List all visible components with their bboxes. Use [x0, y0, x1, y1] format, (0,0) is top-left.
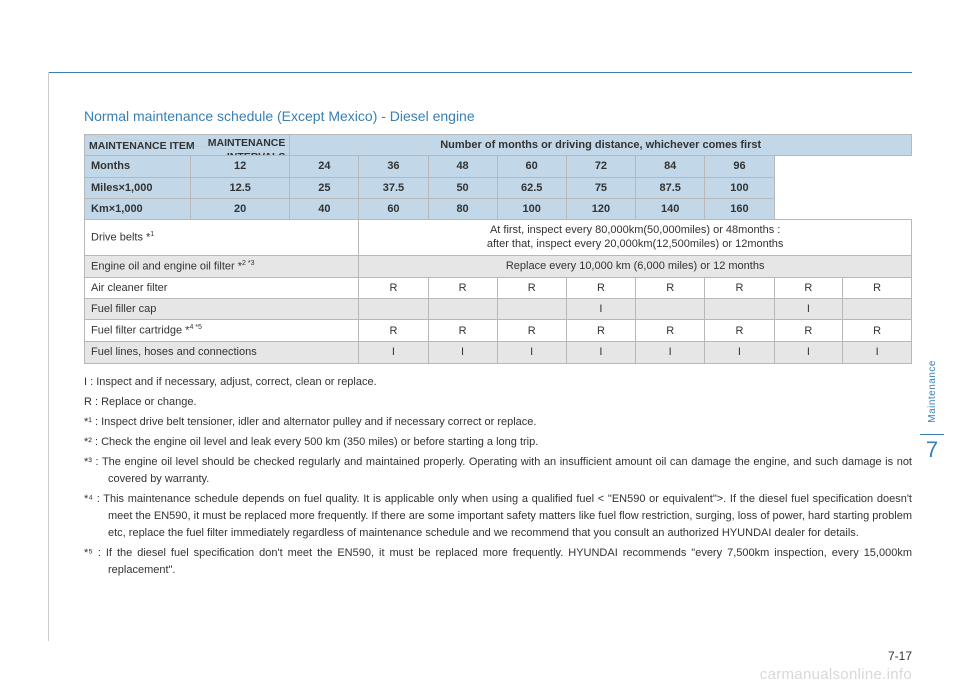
maintenance-item-label: Engine oil and engine oil filter *2 *3 [85, 255, 359, 277]
header-cell: 40 [290, 198, 359, 219]
maintenance-value-cell: I [497, 342, 566, 363]
header-cell: 96 [705, 156, 774, 177]
header-cell: 72 [566, 156, 635, 177]
axis-bottom-label: MAINTENANCE ITEM [89, 140, 195, 154]
header-cell: 48 [428, 156, 497, 177]
maintenance-value-cell: I [566, 342, 635, 363]
footnote-4: *⁴ : This maintenance schedule depends o… [84, 491, 912, 542]
maintenance-value-cell: I [428, 342, 497, 363]
header-cell: 100 [497, 198, 566, 219]
side-chapter-label: Maintenance [927, 360, 938, 423]
maintenance-value-cell: R [774, 320, 843, 342]
maintenance-value-cell: R [774, 277, 843, 298]
header-cell: 100 [705, 177, 774, 198]
side-chapter-number: 7 [920, 434, 944, 463]
header-cell: 160 [705, 198, 774, 219]
note-i: I : Inspect and if necessary, adjust, co… [84, 374, 912, 391]
maintenance-value-cell: R [428, 320, 497, 342]
maintenance-value-cell: R [566, 277, 635, 298]
maintenance-value-cell: I [359, 342, 428, 363]
note-r: R : Replace or change. [84, 394, 912, 411]
header-row-label: Km×1,000 [85, 198, 191, 219]
footnote-3: *³ : The engine oil level should be chec… [84, 454, 912, 488]
maintenance-value-cell: I [774, 342, 843, 363]
header-cell: 62.5 [497, 177, 566, 198]
header-cell: 120 [566, 198, 635, 219]
maintenance-value-cell: R [636, 277, 705, 298]
header-cell: 60 [359, 198, 428, 219]
header-row-label: Miles×1,000 [85, 177, 191, 198]
maintenance-item-label: Fuel filler cap [85, 299, 359, 320]
maintenance-value-cell: R [497, 277, 566, 298]
header-cell: 36 [359, 156, 428, 177]
maintenance-value-cell: I [774, 299, 843, 320]
header-cell: 140 [636, 198, 705, 219]
maintenance-value-cell: I [843, 342, 912, 363]
manual-page: Normal maintenance schedule (Except Mexi… [0, 0, 960, 687]
maintenance-value-cell [428, 299, 497, 320]
maintenance-value-cell: I [636, 342, 705, 363]
maintenance-value-cell [705, 299, 774, 320]
maintenance-value-cell: I [705, 342, 774, 363]
axis-top-label: MAINTENANCEINTERVALS [208, 137, 286, 156]
header-cell: 50 [428, 177, 497, 198]
maintenance-value-cell: R [497, 320, 566, 342]
header-cell: 12.5 [190, 177, 289, 198]
maintenance-value-cell [843, 299, 912, 320]
footnote-1: *¹ : Inspect drive belt tensioner, idler… [84, 414, 912, 431]
header-cell: 24 [290, 156, 359, 177]
maintenance-item-label: Air cleaner filter [85, 277, 359, 298]
header-cell: 25 [290, 177, 359, 198]
maintenance-value-cell: R [359, 277, 428, 298]
maintenance-span-cell: Replace every 10,000 km (6,000 miles) or… [359, 255, 912, 277]
footnote-2: *² : Check the engine oil level and leak… [84, 434, 912, 451]
header-cell: 12 [190, 156, 289, 177]
maintenance-value-cell: R [428, 277, 497, 298]
maintenance-value-cell: R [843, 320, 912, 342]
header-cell: 37.5 [359, 177, 428, 198]
maintenance-span-cell: At first, inspect every 80,000km(50,000m… [359, 220, 912, 256]
page-number: 7-17 [888, 649, 912, 663]
maintenance-item-label: Fuel filter cartridge *4 *5 [85, 320, 359, 342]
header-cell: 84 [636, 156, 705, 177]
top-rule [48, 72, 912, 73]
maintenance-value-cell: R [705, 320, 774, 342]
page-title: Normal maintenance schedule (Except Mexi… [84, 108, 912, 124]
maintenance-value-cell [636, 299, 705, 320]
header-cell: 87.5 [636, 177, 705, 198]
footnote-5: *⁵ : If the diesel fuel specification do… [84, 545, 912, 579]
maintenance-value-cell: R [636, 320, 705, 342]
header-cell: 80 [428, 198, 497, 219]
header-cell: 20 [190, 198, 289, 219]
watermark: carmanualsonline.info [760, 666, 912, 683]
maintenance-value-cell: R [705, 277, 774, 298]
header-row-label: Months [85, 156, 191, 177]
header-cell: 75 [566, 177, 635, 198]
axis-header-cell: MAINTENANCEINTERVALS MAINTENANCE ITEM [85, 135, 290, 156]
maintenance-value-cell: R [359, 320, 428, 342]
maintenance-value-cell: R [566, 320, 635, 342]
maintenance-value-cell: I [566, 299, 635, 320]
maintenance-value-cell [359, 299, 428, 320]
maintenance-value-cell: R [843, 277, 912, 298]
span-header: Number of months or driving distance, wh… [290, 135, 912, 156]
header-cell: 60 [497, 156, 566, 177]
maintenance-item-label: Fuel lines, hoses and connections [85, 342, 359, 363]
footnotes: I : Inspect and if necessary, adjust, co… [84, 374, 912, 580]
maintenance-value-cell [497, 299, 566, 320]
maintenance-item-label: Drive belts *1 [85, 220, 359, 256]
left-rule [48, 72, 49, 641]
maintenance-table: MAINTENANCEINTERVALS MAINTENANCE ITEM Nu… [84, 134, 912, 364]
side-tab: Maintenance 7 [920, 360, 944, 463]
